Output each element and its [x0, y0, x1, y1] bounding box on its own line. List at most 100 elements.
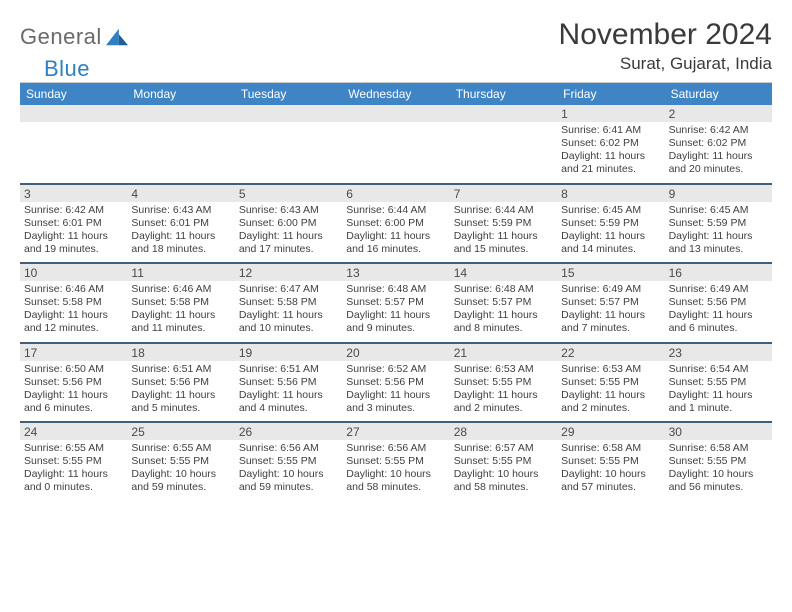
sunset-line: Sunset: 5:56 PM [239, 376, 338, 389]
sunrise-line: Sunrise: 6:50 AM [24, 363, 123, 376]
sunset-line: Sunset: 5:59 PM [561, 217, 660, 230]
day-body: Sunrise: 6:57 AMSunset: 5:55 PMDaylight:… [450, 440, 557, 501]
sunset-line: Sunset: 6:01 PM [24, 217, 123, 230]
daylight-line: Daylight: 11 hours and 20 minutes. [669, 150, 768, 176]
sunset-line: Sunset: 6:00 PM [239, 217, 338, 230]
day-cell: 6Sunrise: 6:44 AMSunset: 6:00 PMDaylight… [342, 185, 449, 263]
sunrise-line: Sunrise: 6:43 AM [131, 204, 230, 217]
sunset-line: Sunset: 5:55 PM [454, 455, 553, 468]
day-cell: 28Sunrise: 6:57 AMSunset: 5:55 PMDayligh… [450, 423, 557, 501]
week-row: 24Sunrise: 6:55 AMSunset: 5:55 PMDayligh… [20, 423, 772, 501]
day-number: 24 [20, 423, 127, 440]
sunrise-line: Sunrise: 6:43 AM [239, 204, 338, 217]
day-body: Sunrise: 6:49 AMSunset: 5:56 PMDaylight:… [665, 281, 772, 342]
day-cell [450, 105, 557, 183]
sunrise-line: Sunrise: 6:55 AM [131, 442, 230, 455]
sunrise-line: Sunrise: 6:56 AM [239, 442, 338, 455]
day-number: 2 [665, 105, 772, 122]
sunrise-line: Sunrise: 6:46 AM [24, 283, 123, 296]
day-body: Sunrise: 6:44 AMSunset: 5:59 PMDaylight:… [450, 202, 557, 263]
day-number: 9 [665, 185, 772, 202]
day-number: 8 [557, 185, 664, 202]
day-body: Sunrise: 6:43 AMSunset: 6:00 PMDaylight:… [235, 202, 342, 263]
dow-thursday: Thursday [450, 83, 557, 105]
dow-wednesday: Wednesday [342, 83, 449, 105]
day-cell [342, 105, 449, 183]
day-body: Sunrise: 6:47 AMSunset: 5:58 PMDaylight:… [235, 281, 342, 342]
daylight-line: Daylight: 11 hours and 7 minutes. [561, 309, 660, 335]
sunset-line: Sunset: 5:58 PM [24, 296, 123, 309]
day-number-empty [127, 105, 234, 122]
day-cell: 30Sunrise: 6:58 AMSunset: 5:55 PMDayligh… [665, 423, 772, 501]
sunset-line: Sunset: 5:57 PM [346, 296, 445, 309]
day-number: 4 [127, 185, 234, 202]
day-number-empty [342, 105, 449, 122]
day-body: Sunrise: 6:51 AMSunset: 5:56 PMDaylight:… [127, 361, 234, 422]
daylight-line: Daylight: 11 hours and 19 minutes. [24, 230, 123, 256]
daylight-line: Daylight: 11 hours and 2 minutes. [454, 389, 553, 415]
sunrise-line: Sunrise: 6:42 AM [24, 204, 123, 217]
day-cell: 14Sunrise: 6:48 AMSunset: 5:57 PMDayligh… [450, 264, 557, 342]
sunset-line: Sunset: 5:55 PM [239, 455, 338, 468]
calendar-page: General November 2024 Surat, Gujarat, In… [0, 0, 792, 511]
sunset-line: Sunset: 5:55 PM [561, 376, 660, 389]
day-number: 6 [342, 185, 449, 202]
daylight-line: Daylight: 11 hours and 16 minutes. [346, 230, 445, 256]
day-cell: 21Sunrise: 6:53 AMSunset: 5:55 PMDayligh… [450, 344, 557, 422]
day-number-empty [235, 105, 342, 122]
daylight-line: Daylight: 11 hours and 14 minutes. [561, 230, 660, 256]
sunset-line: Sunset: 5:55 PM [346, 455, 445, 468]
day-cell: 20Sunrise: 6:52 AMSunset: 5:56 PMDayligh… [342, 344, 449, 422]
sunset-line: Sunset: 6:02 PM [561, 137, 660, 150]
day-cell: 23Sunrise: 6:54 AMSunset: 5:55 PMDayligh… [665, 344, 772, 422]
day-number: 26 [235, 423, 342, 440]
day-number: 27 [342, 423, 449, 440]
day-body: Sunrise: 6:43 AMSunset: 6:01 PMDaylight:… [127, 202, 234, 263]
day-body: Sunrise: 6:50 AMSunset: 5:56 PMDaylight:… [20, 361, 127, 422]
day-number: 28 [450, 423, 557, 440]
sunset-line: Sunset: 5:56 PM [131, 376, 230, 389]
sunset-line: Sunset: 5:55 PM [669, 376, 768, 389]
logo: General [20, 18, 130, 50]
sunrise-line: Sunrise: 6:44 AM [454, 204, 553, 217]
logo-text-blue: Blue [44, 56, 90, 82]
day-cell [20, 105, 127, 183]
day-body: Sunrise: 6:49 AMSunset: 5:57 PMDaylight:… [557, 281, 664, 342]
sunset-line: Sunset: 5:55 PM [561, 455, 660, 468]
sunset-line: Sunset: 6:01 PM [131, 217, 230, 230]
day-body: Sunrise: 6:56 AMSunset: 5:55 PMDaylight:… [342, 440, 449, 501]
day-body: Sunrise: 6:58 AMSunset: 5:55 PMDaylight:… [665, 440, 772, 501]
day-cell: 29Sunrise: 6:58 AMSunset: 5:55 PMDayligh… [557, 423, 664, 501]
day-cell: 7Sunrise: 6:44 AMSunset: 5:59 PMDaylight… [450, 185, 557, 263]
sunrise-line: Sunrise: 6:48 AM [346, 283, 445, 296]
dow-friday: Friday [557, 83, 664, 105]
day-number: 22 [557, 344, 664, 361]
sunset-line: Sunset: 6:02 PM [669, 137, 768, 150]
daylight-line: Daylight: 11 hours and 6 minutes. [669, 309, 768, 335]
day-number: 13 [342, 264, 449, 281]
sunrise-line: Sunrise: 6:56 AM [346, 442, 445, 455]
daylight-line: Daylight: 11 hours and 8 minutes. [454, 309, 553, 335]
day-number: 17 [20, 344, 127, 361]
dow-tuesday: Tuesday [235, 83, 342, 105]
sunrise-line: Sunrise: 6:48 AM [454, 283, 553, 296]
daylight-line: Daylight: 11 hours and 12 minutes. [24, 309, 123, 335]
day-cell: 19Sunrise: 6:51 AMSunset: 5:56 PMDayligh… [235, 344, 342, 422]
daylight-line: Daylight: 10 hours and 58 minutes. [346, 468, 445, 494]
sunset-line: Sunset: 5:56 PM [346, 376, 445, 389]
sunset-line: Sunset: 5:56 PM [24, 376, 123, 389]
day-body: Sunrise: 6:45 AMSunset: 5:59 PMDaylight:… [557, 202, 664, 263]
day-body: Sunrise: 6:45 AMSunset: 5:59 PMDaylight:… [665, 202, 772, 263]
daylight-line: Daylight: 11 hours and 15 minutes. [454, 230, 553, 256]
sunrise-line: Sunrise: 6:42 AM [669, 124, 768, 137]
sunrise-line: Sunrise: 6:54 AM [669, 363, 768, 376]
sunset-line: Sunset: 5:55 PM [24, 455, 123, 468]
day-cell: 17Sunrise: 6:50 AMSunset: 5:56 PMDayligh… [20, 344, 127, 422]
sunrise-line: Sunrise: 6:58 AM [669, 442, 768, 455]
daylight-line: Daylight: 11 hours and 21 minutes. [561, 150, 660, 176]
sunrise-line: Sunrise: 6:51 AM [131, 363, 230, 376]
day-body: Sunrise: 6:48 AMSunset: 5:57 PMDaylight:… [450, 281, 557, 342]
daylight-line: Daylight: 11 hours and 3 minutes. [346, 389, 445, 415]
sunrise-line: Sunrise: 6:49 AM [561, 283, 660, 296]
daylight-line: Daylight: 11 hours and 9 minutes. [346, 309, 445, 335]
